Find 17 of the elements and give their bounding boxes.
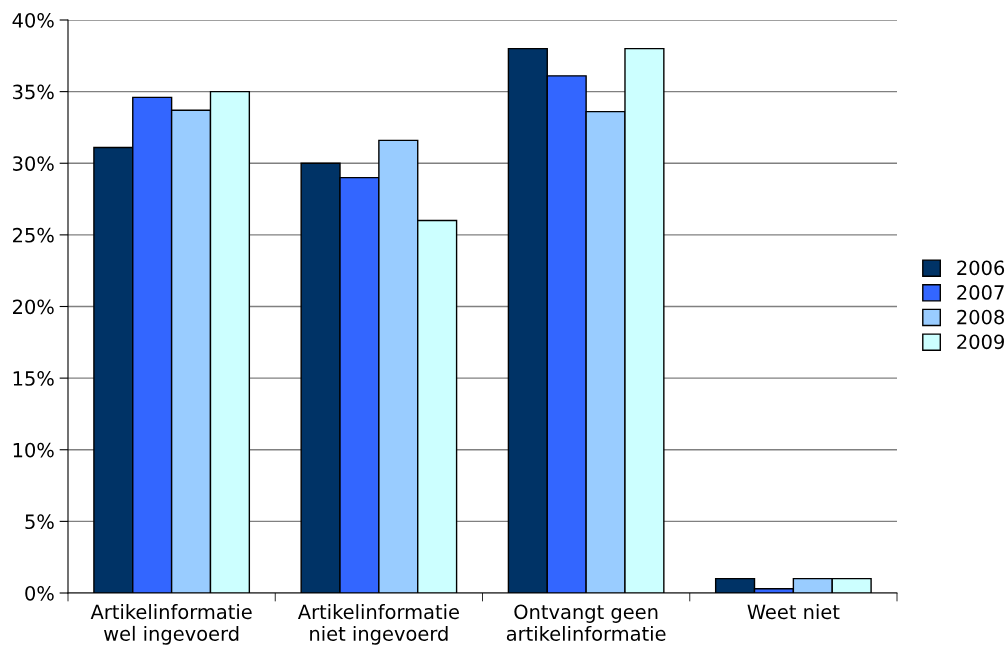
x-tick-label: Weet niet xyxy=(747,604,840,620)
y-tick-label: 40% xyxy=(12,12,54,28)
x-tick-label: Artikelinformatie wel ingevoerd xyxy=(90,604,252,645)
legend-label: 2006 xyxy=(957,260,1005,276)
y-tick-label: 15% xyxy=(13,371,54,386)
x-tick-label: Ontvangt geen artikelinformatie xyxy=(506,604,666,641)
y-tick-label: 5% xyxy=(25,514,54,530)
y-tick-label: 30% xyxy=(13,156,54,171)
y-tick-label: 10% xyxy=(13,442,54,458)
y-tick-label: 0% xyxy=(25,585,54,601)
x-tick-label: Artikelinformatie niet ingevoerd xyxy=(297,604,459,645)
legend-label: 2009 xyxy=(957,334,1004,350)
legend-label: 2008 xyxy=(957,309,1004,325)
y-tick-label: 20% xyxy=(13,299,54,315)
y-tick-label: 35% xyxy=(13,84,54,100)
legend-label: 2007 xyxy=(957,285,1004,300)
y-tick-label: 25% xyxy=(13,227,54,243)
